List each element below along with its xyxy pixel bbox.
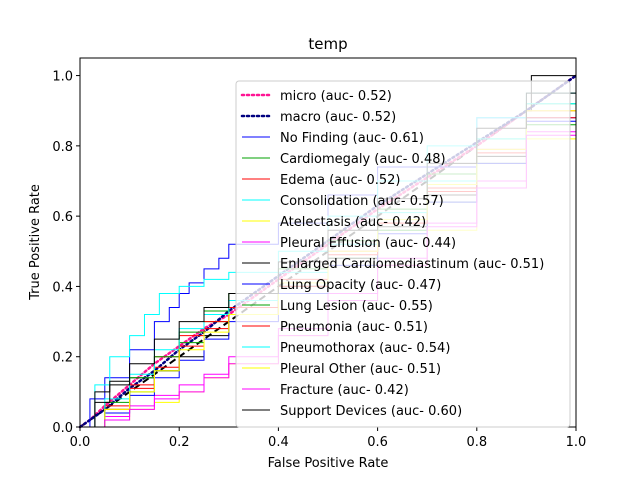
y-axis: 0.0 0.2 0.4 0.6 0.8 1.0 [52,70,80,436]
legend-entry: Enlarged Cardiomediastinum (auc- 0.51) [280,257,544,272]
legend-entry: Pleural Effusion (auc- 0.44) [280,236,456,251]
legend-box [235,80,571,428]
x-tick-label: 1.0 [566,435,587,450]
x-axis: 0.0 0.2 0.4 0.6 0.8 1.0 [70,427,587,450]
legend-entry: Edema (auc- 0.52) [280,173,401,188]
y-axis-label: True Positive Rate [28,184,43,301]
legend-entry: micro (auc- 0.52) [280,89,392,104]
x-tick-label: 0.0 [70,435,91,450]
legend-entry: Support Devices (auc- 0.60) [280,404,462,419]
legend-entry: Lung Lesion (auc- 0.55) [280,299,433,314]
y-tick-label: 0.0 [52,421,73,436]
legend-entry: Consolidation (auc- 0.57) [280,194,444,209]
x-tick-label: 0.8 [466,435,487,450]
y-tick-label: 1.0 [52,70,73,85]
x-tick-label: 0.6 [367,435,388,450]
legend-entry: Pneumonia (auc- 0.51) [280,320,428,335]
legend-entry: macro (auc- 0.52) [280,110,396,125]
y-tick-label: 0.4 [52,280,73,295]
legend-entry: Pleural Other (auc- 0.51) [280,362,441,377]
x-axis-label: False Positive Rate [268,456,389,471]
legend-entry: Cardiomegaly (auc- 0.48) [280,152,446,167]
legend-entry: No Finding (auc- 0.61) [280,131,424,146]
y-tick-label: 0.2 [52,351,73,366]
x-tick-label: 0.2 [169,435,190,450]
chart-title: temp [308,35,347,53]
legend-entry: Fracture (auc- 0.42) [280,383,409,398]
legend-entry: Lung Opacity (auc- 0.47) [280,278,441,293]
y-tick-label: 0.6 [52,210,73,225]
legend-entry: Atelectasis (auc- 0.42) [280,215,426,230]
y-tick-label: 0.8 [52,140,73,155]
legend-entry: Pneumothorax (auc- 0.54) [280,341,450,356]
x-tick-label: 0.4 [268,435,289,450]
legend: micro (auc- 0.52) macro (auc- 0.52) No Fin… [235,80,571,428]
